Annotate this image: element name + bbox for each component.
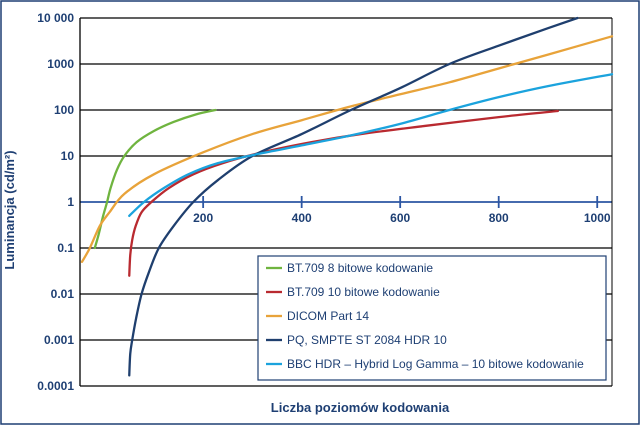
x-tick-label-0: 200 bbox=[193, 211, 213, 225]
y-tick-label-8: 0.0001 bbox=[37, 379, 74, 393]
grid-layer bbox=[79, 17, 613, 387]
tick-layer: 10 000 1000 100 10 1 0.1 0.01 0.001 0.0001 200 400… bbox=[37, 11, 611, 393]
y-tick-label-6: 0.01 bbox=[51, 287, 75, 301]
y-tick-label-5: 0.1 bbox=[57, 241, 74, 255]
series-line-1 bbox=[128, 109, 559, 277]
y-tick-label-2: 100 bbox=[54, 103, 74, 117]
legend-label-3: PQ, SMPTE ST 2084 HDR 10 bbox=[287, 333, 447, 347]
legend-label-0: BT.709 8 bitowe kodowanie bbox=[287, 261, 433, 275]
x-axis-label: Liczba poziomów kodowania bbox=[271, 400, 450, 415]
x-tick-label-1: 400 bbox=[292, 211, 312, 225]
legend-label-2: DICOM Part 14 bbox=[287, 309, 369, 323]
y-tick-label-4: 1 bbox=[67, 195, 74, 209]
series-line-4 bbox=[128, 73, 614, 217]
series-line-0 bbox=[93, 108, 217, 250]
series-line-2 bbox=[80, 35, 614, 263]
x-tick-label-3: 800 bbox=[489, 211, 509, 225]
y-tick-label-0: 10 000 bbox=[37, 11, 74, 25]
legend-box bbox=[257, 255, 607, 381]
y-tick-label-3: 10 bbox=[61, 149, 75, 163]
y-axis-label: Luminancja (cd/m²) bbox=[2, 150, 17, 269]
x-tick-label-2: 600 bbox=[390, 211, 410, 225]
legend-label-4: BBC HDR – Hybrid Log Gamma – 10 bitowe k… bbox=[287, 357, 584, 371]
y-tick-label-7: 0.001 bbox=[44, 333, 74, 347]
series-layer bbox=[80, 16, 614, 377]
y-tick-label-1: 1000 bbox=[47, 57, 74, 71]
legend-label-1: BT.709 10 bitowe kodowanie bbox=[287, 285, 440, 299]
legend: BT.709 8 bitowe kodowanie BT.709 10 bitow… bbox=[257, 255, 607, 381]
x-tick-label-4: 1000 bbox=[584, 211, 611, 225]
legend-items: BT.709 8 bitowe kodowanie BT.709 10 bitow… bbox=[266, 261, 584, 371]
series-line-3 bbox=[128, 16, 579, 377]
